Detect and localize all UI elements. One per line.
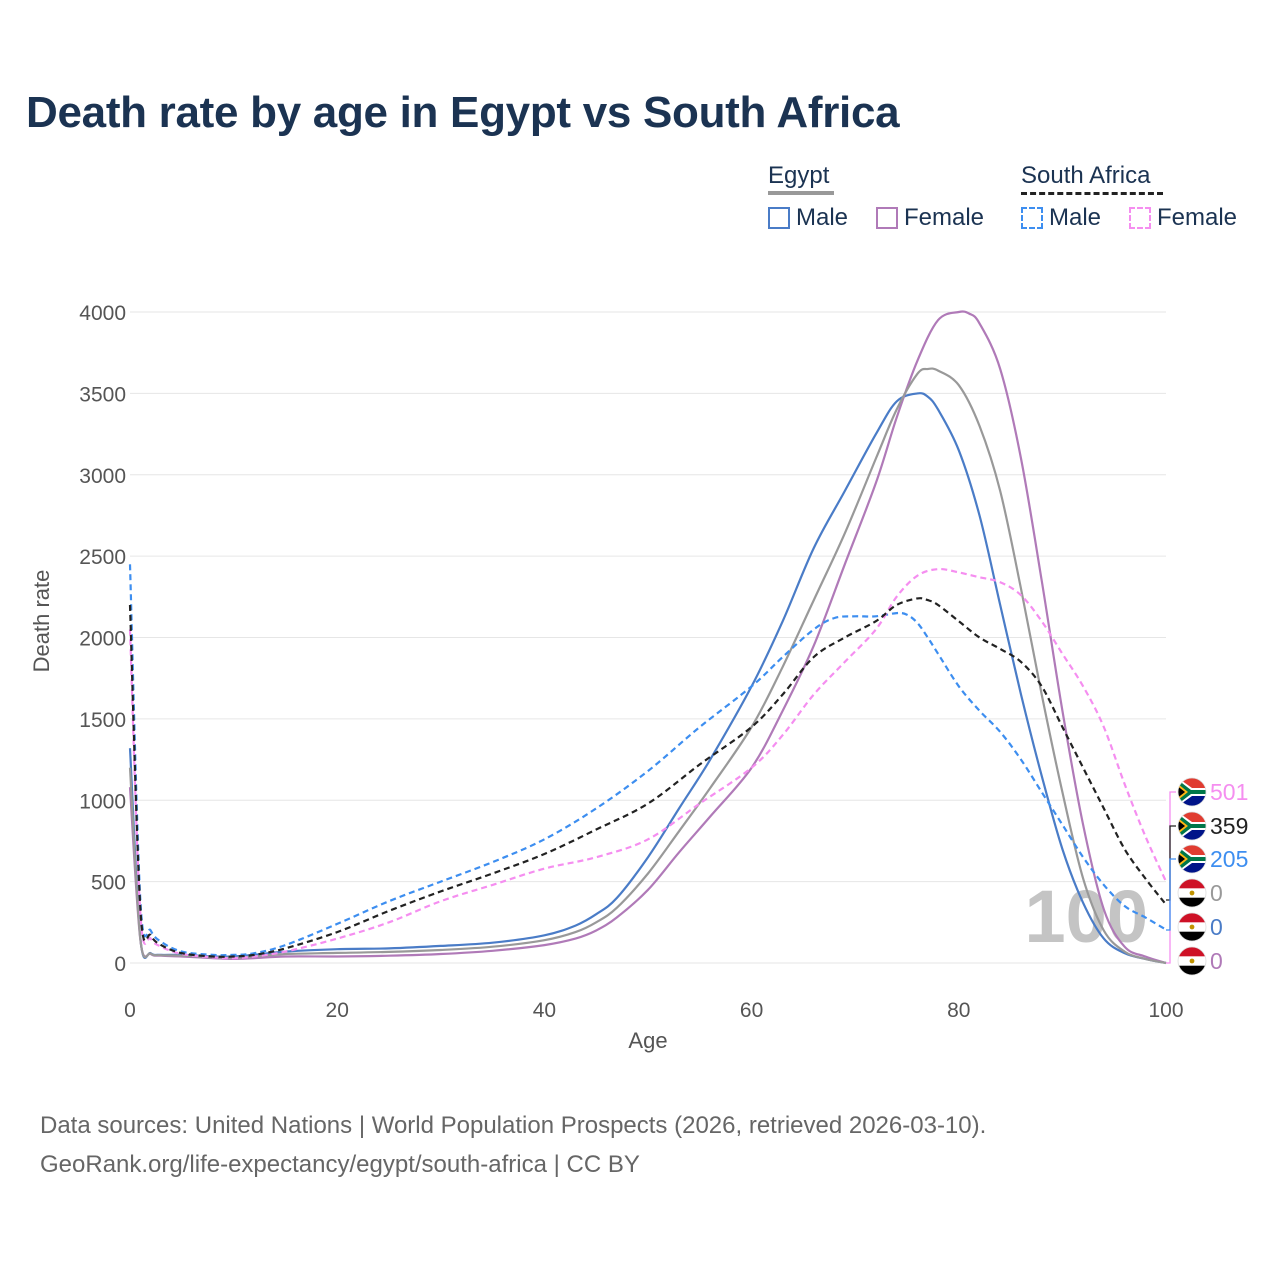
legend-swatch-south-africa-male [1021,207,1043,229]
legend-label-egypt-male: Male [796,204,849,231]
end-value-label-egypt-female: 0 [1210,948,1223,974]
legend-swatch-egypt-male [768,207,790,229]
series-line-egypt-total[interactable] [128,367,1167,965]
y-axis-ticks: 0 500 1000 1500 2000 2500 3000 3500 4000 [79,302,126,976]
series-line-sa-total[interactable] [128,597,1167,958]
legend-item-south-africa-female[interactable]: Female [1129,204,1237,232]
x-tick-label-100: 100 [1148,999,1183,1022]
legend-egypt-line-sample [768,191,834,195]
y-tick-label-3000: 3000 [79,465,126,488]
source-line-1: Data sources: United Nations | World Pop… [40,1112,987,1139]
y-tick-label-3500: 3500 [79,383,126,406]
legend-item-south-africa-male[interactable]: Male [1021,204,1101,232]
series-line-sa-female[interactable] [128,567,1167,960]
egypt-flag-icon [1177,946,1207,976]
legend-heading-egypt: Egypt [768,162,829,190]
south-africa-flag-icon [1177,777,1207,807]
legend-swatch-south-africa-female [1129,207,1151,229]
egypt-flag-icon [1177,878,1207,908]
end-value-label-south-africa-total: 359 [1210,813,1248,839]
egypt-flag-icon [1177,912,1207,942]
y-tick-label-2000: 2000 [79,628,126,651]
x-tick-label-20: 20 [326,999,349,1022]
end-value-labels: 501 359 205 0 0 0 [1166,777,1248,976]
legend-label-south-africa-male: Male [1049,204,1102,231]
series-line-egypt-male[interactable] [128,392,1167,965]
y-tick-label-500: 500 [91,872,126,895]
x-tick-label-40: 40 [533,999,556,1022]
chart-title: Death rate by age in Egypt vs South Afri… [26,88,900,137]
series-lines [128,310,1167,965]
y-tick-label-4000: 4000 [79,302,126,325]
legend-label-egypt-female: Female [904,204,985,231]
south-africa-flag-icon [1177,811,1207,841]
legend-swatch-egypt-female [876,207,898,229]
end-label-connector-0 [1166,791,1176,964]
legend-south-africa-label: South Africa [1021,162,1151,189]
y-tick-label-2500: 2500 [79,546,126,569]
end-label-connector-2 [1166,858,1176,931]
y-tick-label-0: 0 [114,953,126,976]
x-tick-label-0: 0 [124,999,136,1022]
legend-label-south-africa-female: Female [1157,204,1238,231]
x-tick-label-80: 80 [947,999,970,1022]
y-axis-title: Death rate [29,570,54,673]
legend-south-africa-line-sample [1021,192,1163,195]
end-value-label-egypt-total: 0 [1210,880,1223,906]
south-africa-flag-icon [1177,844,1207,874]
x-tick-label-60: 60 [740,999,763,1022]
legend-heading-south-africa: South Africa [1021,162,1150,190]
end-value-label-south-africa-male: 205 [1210,846,1248,872]
source-note: Data sources: United Nations | World Pop… [40,1106,986,1184]
grid [130,311,1166,964]
source-line-2[interactable]: GeoRank.org/life-expectancy/egypt/south-… [40,1151,640,1178]
x-axis-ticks: 0 20 40 60 80 100 [124,999,1183,1022]
y-tick-label-1500: 1500 [79,709,126,732]
x-axis-title: Age [628,1028,667,1053]
end-value-label-egypt-male: 0 [1210,914,1223,940]
legend-item-egypt-male[interactable]: Male [768,204,848,232]
series-line-sa-male[interactable] [128,564,1167,957]
end-value-label-south-africa-female: 501 [1210,779,1248,805]
y-tick-label-1000: 1000 [79,790,126,813]
end-label-connector-1 [1166,825,1176,901]
legend-egypt-label: Egypt [768,162,830,189]
legend-item-egypt-female[interactable]: Female [876,204,984,232]
